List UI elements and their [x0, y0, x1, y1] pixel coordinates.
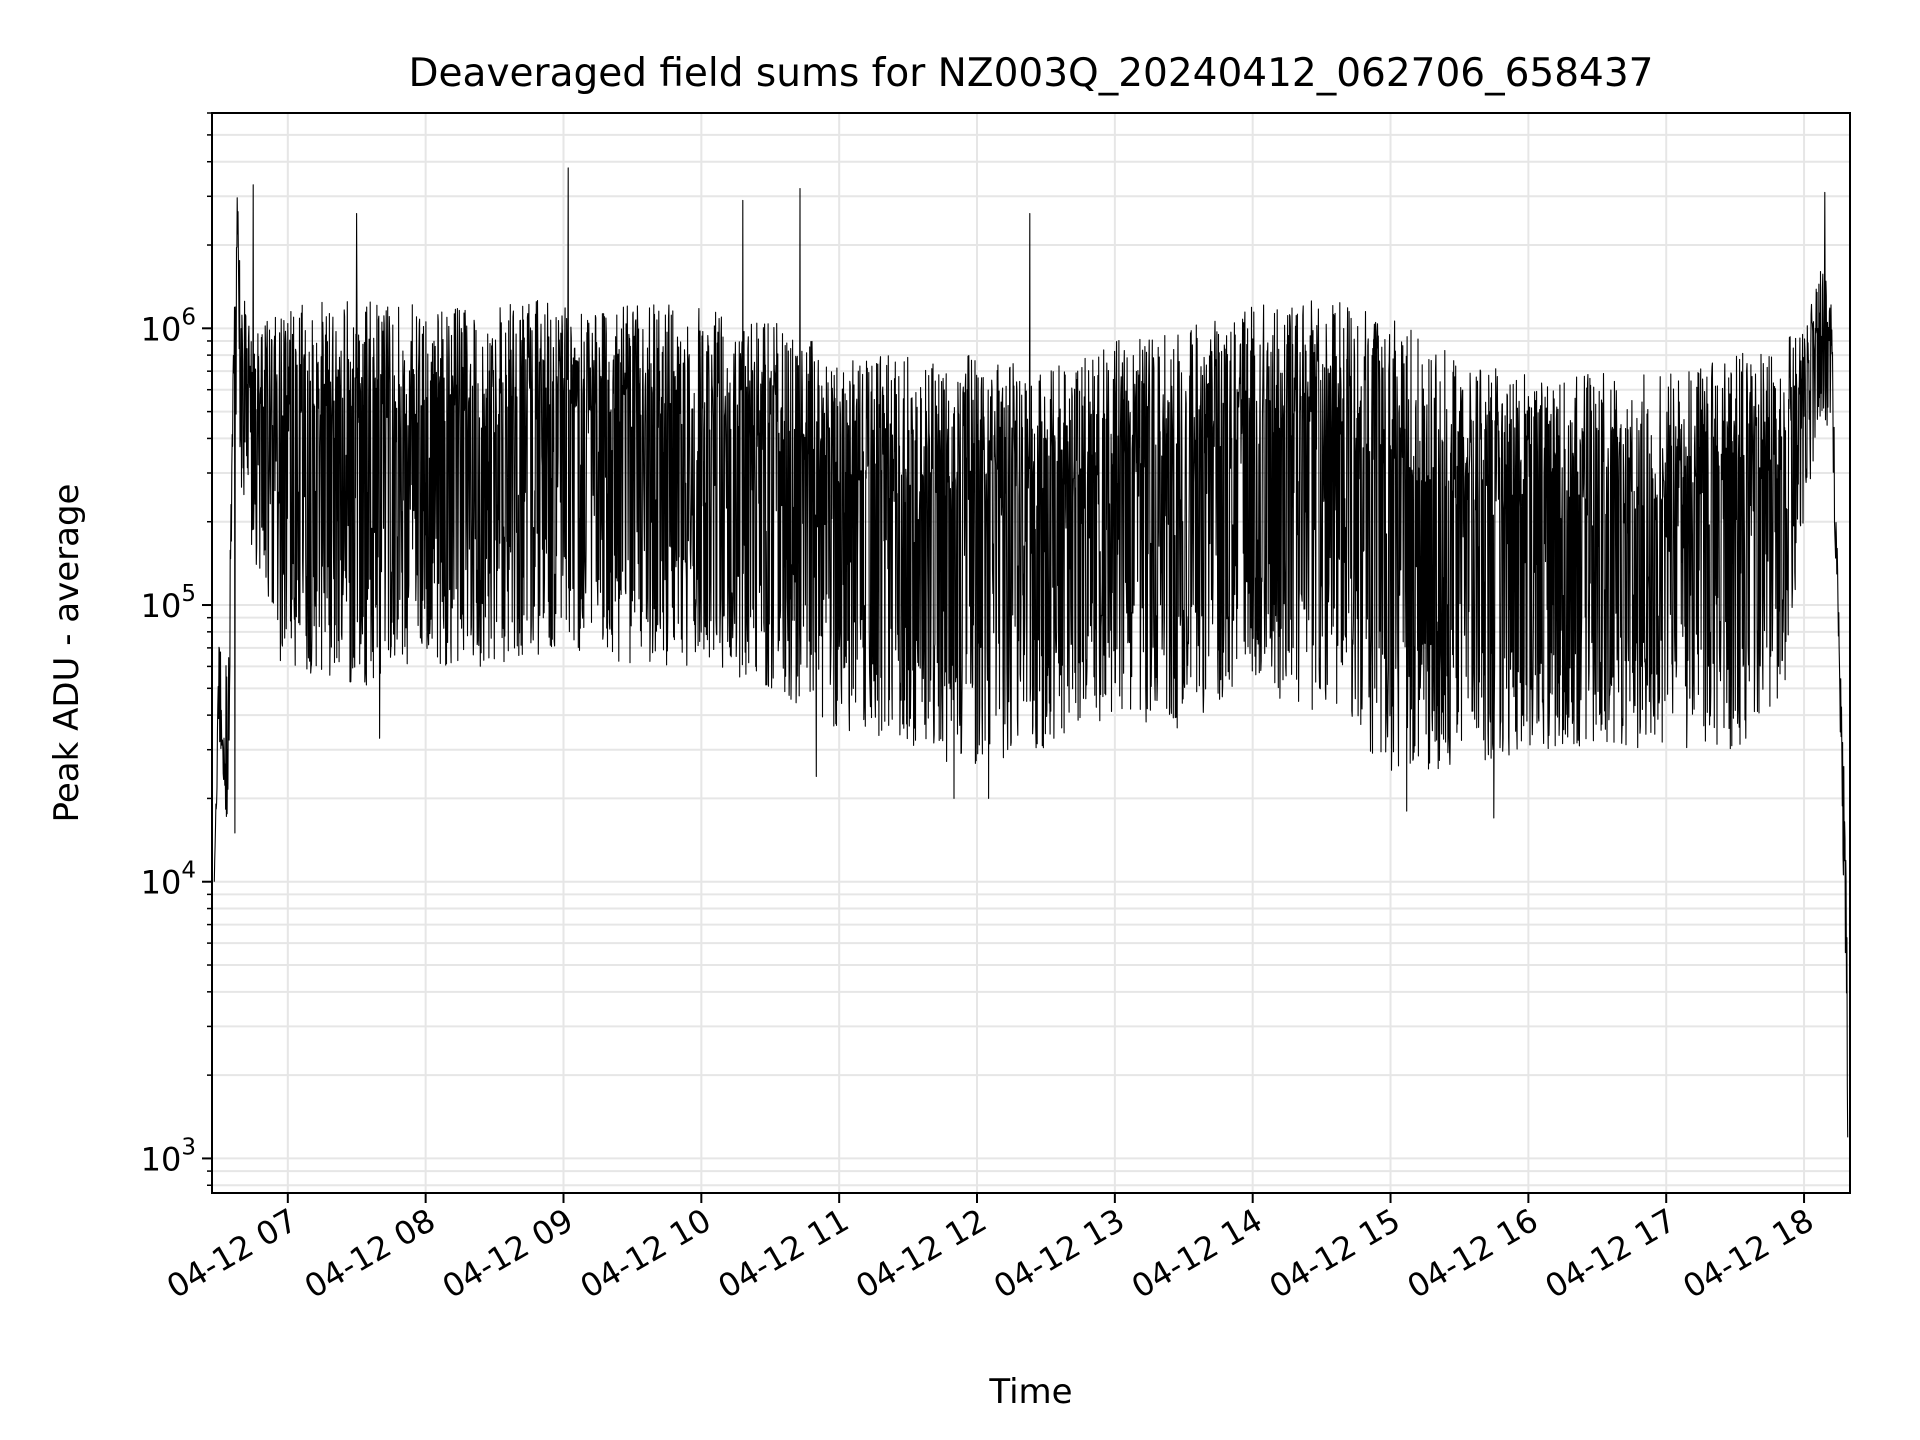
y-axis-label: Peak ADU - average	[47, 484, 87, 823]
y-tick-label: 105	[141, 581, 196, 625]
y-tick-label: 106	[141, 304, 196, 348]
chart-title: Deaveraged field sums for NZ003Q_2024041…	[409, 51, 1654, 96]
y-tick-label: 103	[141, 1134, 196, 1178]
x-axis-label: Time	[988, 1372, 1072, 1412]
y-tick-label: 104	[141, 858, 196, 902]
series-line	[213, 167, 1849, 1138]
data-series	[213, 167, 1849, 1138]
plot-frame	[211, 112, 1851, 1194]
